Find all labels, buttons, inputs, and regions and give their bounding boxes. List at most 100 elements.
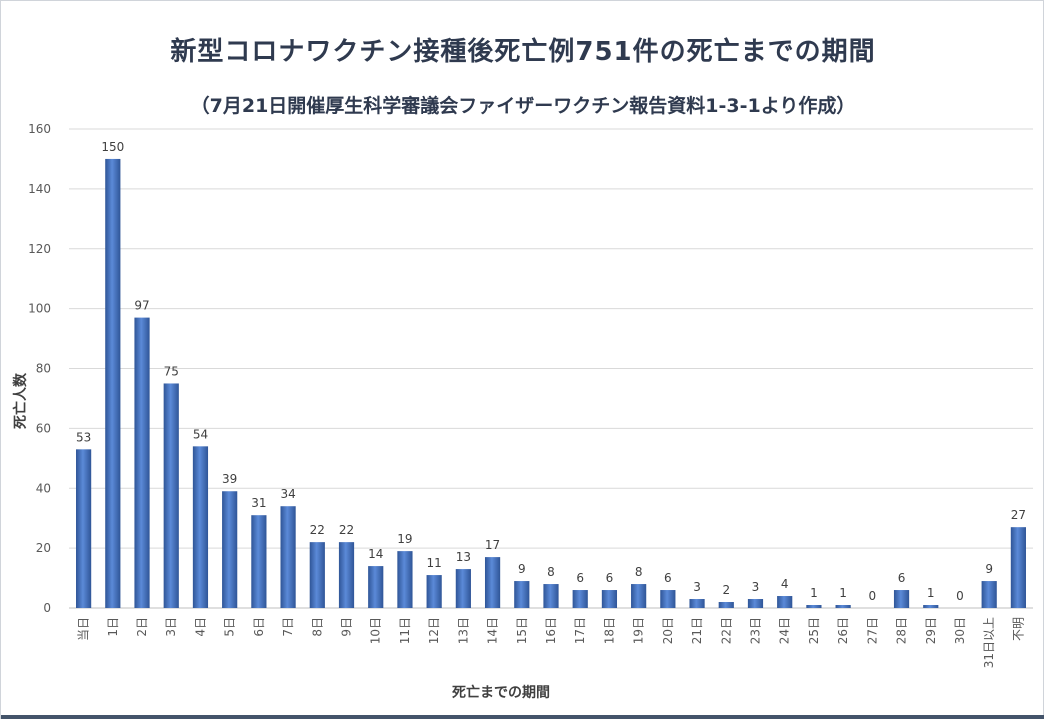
bar	[338, 542, 355, 608]
x-tick-label: 14日	[486, 617, 500, 644]
y-tick-label: 20	[36, 541, 51, 555]
y-tick-label: 40	[36, 481, 51, 495]
bottom-rule	[1, 715, 1044, 719]
data-label: 4	[781, 577, 789, 591]
data-label: 6	[664, 571, 672, 585]
bar	[163, 383, 179, 608]
data-label: 8	[547, 565, 555, 579]
bars	[76, 158, 1026, 608]
data-label: 8	[635, 565, 643, 579]
data-label: 22	[310, 523, 325, 537]
bar	[397, 551, 413, 608]
bar	[981, 581, 997, 608]
x-tick-label: 17日	[573, 617, 587, 644]
data-label: 3	[752, 580, 760, 594]
x-axis-ticks: 当日 1日 2日 3日 4日 5日 6日 7日 8日 9日 10日 11日 12日 13日 14日 15日 16…	[77, 617, 1026, 668]
x-tick-label: 6日	[252, 617, 266, 637]
x-tick-label: 不明	[1011, 617, 1025, 641]
bar	[835, 605, 851, 608]
data-label: 17	[485, 538, 500, 552]
x-tick-label: 22日	[719, 617, 733, 644]
x-tick-label: 8日	[310, 617, 324, 637]
x-tick-label: 9日	[340, 617, 354, 637]
bar	[923, 605, 939, 608]
data-label: 14	[368, 547, 383, 561]
bar	[601, 590, 618, 608]
x-tick-label: 25日	[807, 617, 821, 644]
bar	[747, 599, 764, 608]
x-tick-label: 4日	[193, 617, 207, 637]
x-tick-label: 23日	[748, 617, 762, 644]
data-label: 39	[222, 472, 237, 486]
x-tick-label: 11日	[398, 617, 412, 644]
data-label: 19	[397, 532, 412, 546]
x-tick-label: 18日	[602, 617, 616, 644]
data-label: 6	[898, 571, 906, 585]
data-label: 53	[76, 430, 91, 444]
x-tick-label: 13日	[456, 617, 470, 644]
data-label: 2	[722, 583, 730, 597]
bar	[105, 158, 121, 608]
x-tick-label: 1日	[106, 617, 120, 637]
x-tick-label: 21日	[690, 617, 704, 644]
bar	[222, 491, 238, 608]
y-tick-label: 100	[28, 302, 51, 316]
x-tick-label: 28日	[895, 617, 909, 644]
bar	[631, 584, 647, 608]
bar	[572, 590, 588, 608]
x-tick-label: 10日	[369, 617, 383, 644]
bar	[689, 599, 705, 608]
data-label: 6	[576, 571, 584, 585]
data-label: 9	[985, 562, 993, 576]
data-label: 0	[956, 589, 964, 603]
chart-title: 新型コロナワクチン接種後死亡例751件の死亡までの期間	[170, 37, 876, 67]
data-label: 9	[518, 562, 526, 576]
data-label: 11	[427, 556, 442, 570]
x-tick-label: 3日	[164, 617, 178, 637]
x-tick-label: 16日	[544, 617, 558, 644]
bar	[806, 605, 822, 608]
bar	[426, 575, 442, 608]
data-label: 1	[839, 586, 847, 600]
bar	[1010, 527, 1026, 608]
bar	[893, 590, 910, 608]
y-tick-label: 0	[43, 601, 51, 615]
data-label: 34	[280, 487, 295, 501]
y-axis-title: 死亡人数	[12, 372, 29, 430]
bar	[660, 590, 676, 608]
x-tick-label: 7日	[281, 617, 295, 637]
x-axis-title: 死亡までの期間	[451, 684, 550, 701]
x-tick-label: 20日	[661, 617, 675, 644]
data-label: 27	[1011, 508, 1026, 522]
bar	[455, 569, 471, 608]
y-tick-label: 120	[28, 242, 51, 256]
data-label: 75	[164, 364, 179, 378]
data-label: 1	[810, 586, 818, 600]
data-label: 97	[134, 299, 149, 313]
data-label: 0	[869, 589, 877, 603]
bar	[280, 506, 296, 608]
x-tick-label: 12日	[427, 617, 441, 644]
x-tick-label: 30日	[953, 617, 967, 644]
x-tick-label: 31日以上	[982, 617, 996, 668]
x-tick-label: 19日	[632, 617, 646, 644]
y-tick-label: 140	[28, 182, 51, 196]
bar	[192, 446, 209, 608]
bar	[251, 515, 267, 608]
x-tick-label: 24日	[778, 617, 792, 644]
x-tick-label: 29日	[924, 617, 938, 644]
data-label: 6	[606, 571, 614, 585]
data-label: 22	[339, 523, 354, 537]
x-tick-label: 当日	[77, 617, 91, 641]
y-tick-label: 160	[28, 122, 51, 136]
data-label: 31	[251, 496, 266, 510]
data-label: 150	[101, 140, 124, 154]
bar	[543, 584, 559, 608]
bar	[76, 449, 92, 608]
data-label: 1	[927, 586, 935, 600]
x-tick-label: 27日	[865, 617, 879, 644]
data-label: 54	[193, 427, 208, 441]
bar	[718, 602, 734, 608]
